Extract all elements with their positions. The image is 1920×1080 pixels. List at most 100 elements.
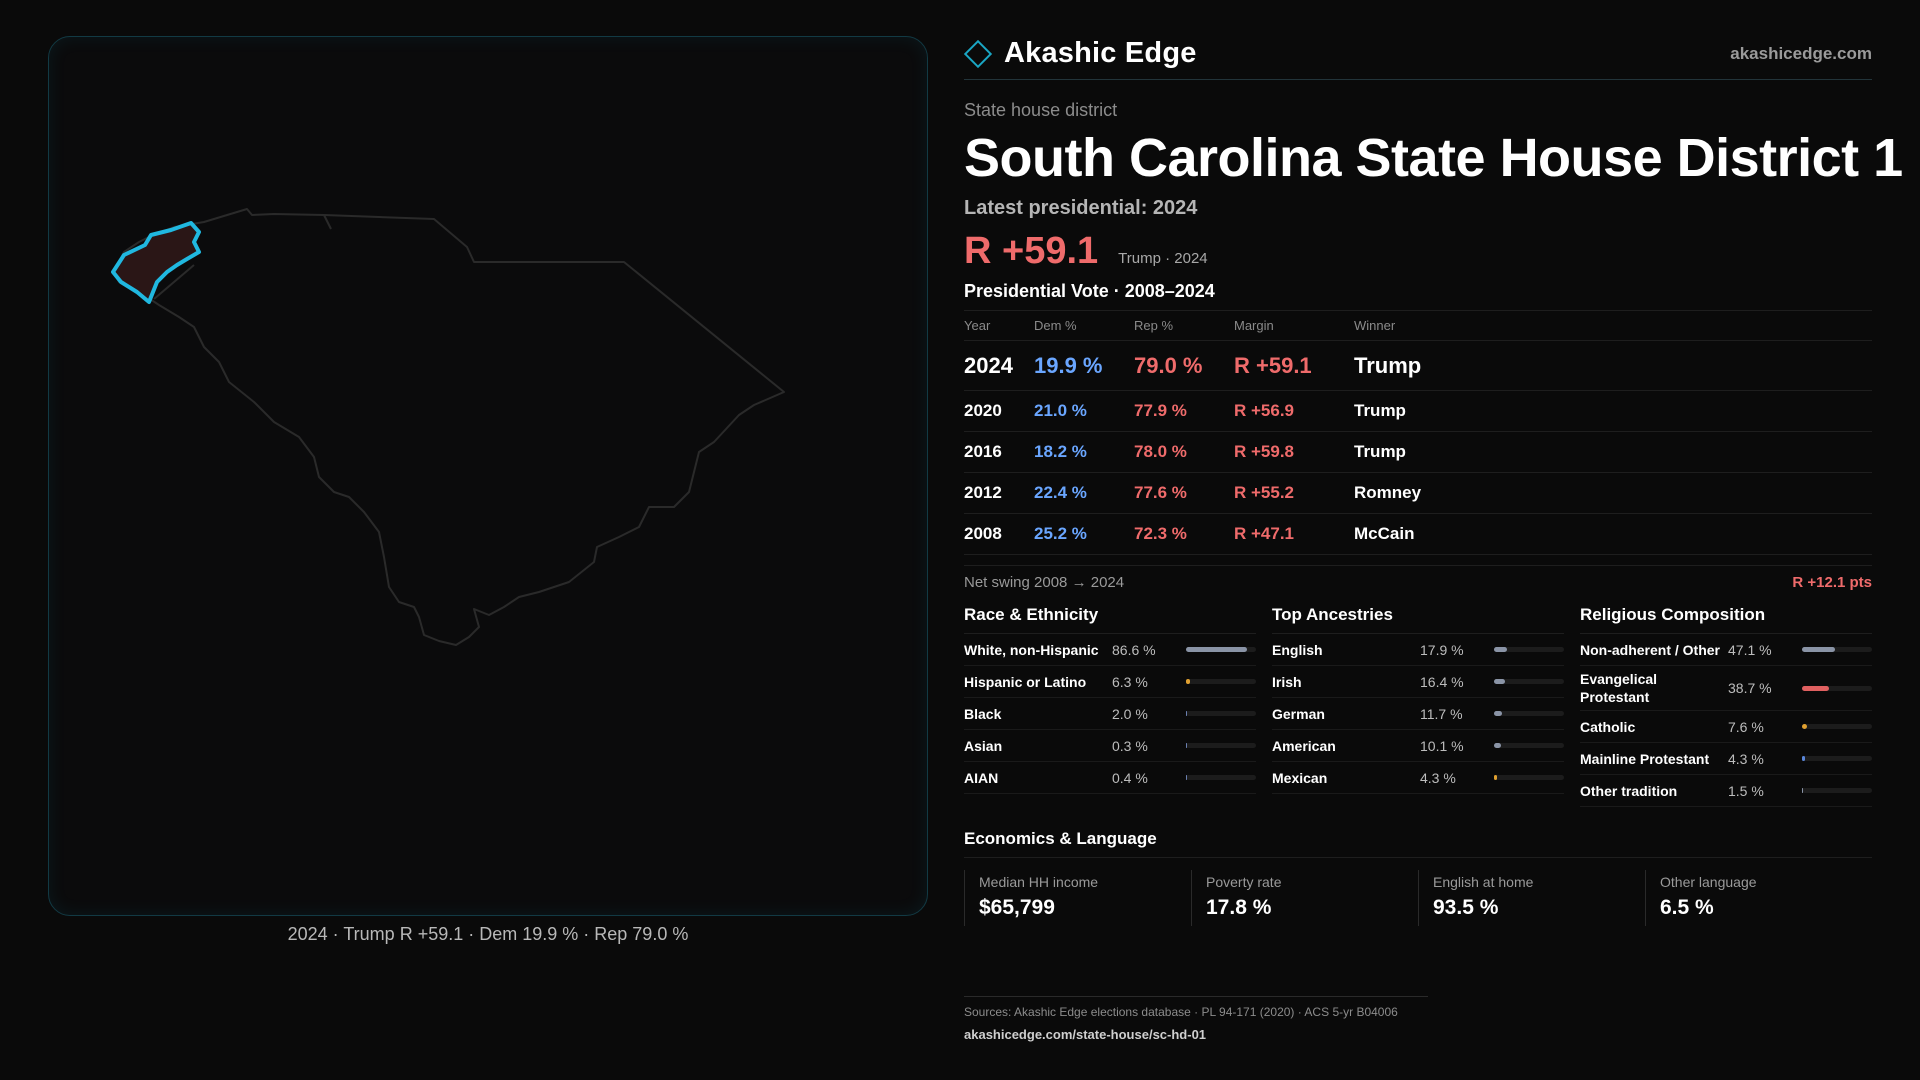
stat-percent: 4.3 %	[1728, 750, 1764, 767]
stat-percent: 47.1 %	[1728, 641, 1772, 658]
stat-bar	[1802, 788, 1872, 793]
stat-bar-fill	[1186, 679, 1191, 684]
stat-bar	[1494, 775, 1564, 780]
column-header-winner: Winner	[1354, 310, 1872, 341]
stat-label: Mainline Protestant	[1580, 750, 1710, 767]
race-ethnicity-panel: Race & Ethnicity White, non-Hispanic 86.6…	[964, 605, 1256, 807]
stat-percent: 6.3 %	[1112, 673, 1148, 690]
stat-bar	[1802, 685, 1872, 691]
table-row[interactable]: 2020 21.0 % 77.9 % R +56.9 Trump	[964, 390, 1872, 432]
cell-winner: McCain	[1354, 513, 1872, 555]
stat-bar	[1802, 724, 1872, 729]
stat-row: Hispanic or Latino 6.3 %	[964, 666, 1256, 698]
stat-bar	[1186, 711, 1256, 716]
race-ethnicity-title: Race & Ethnicity	[964, 605, 1256, 634]
cell-margin: R +47.1	[1234, 513, 1354, 555]
column-header-rep: Rep %	[1134, 310, 1234, 341]
stat-row: Evangelical Protestant 38.7 %	[1580, 666, 1872, 711]
state-outline	[113, 208, 785, 646]
stat-label: Catholic	[1580, 718, 1636, 735]
stat-row: American 10.1 %	[1272, 730, 1564, 762]
demographics-section: Race & Ethnicity White, non-Hispanic 86.6…	[964, 605, 1872, 807]
econ-value: 6.5 %	[1660, 896, 1714, 919]
stat-row: Catholic 7.6 %	[1580, 711, 1872, 743]
stat-bar	[1186, 679, 1256, 684]
table-row[interactable]: 2024 19.9 % 79.0 % R +59.1 Trump	[964, 340, 1872, 391]
stat-bar	[1186, 775, 1256, 780]
stat-bar	[1802, 647, 1872, 652]
headline-margin-note: Trump · 2024	[1118, 250, 1208, 267]
econ-stat-english: English at home 93.5 %	[1418, 870, 1645, 926]
economics-stats: Median HH income $65,799 Poverty rate 17…	[964, 870, 1872, 926]
cell-margin: R +56.9	[1234, 390, 1354, 432]
stat-row: Black 2.0 %	[964, 698, 1256, 730]
stat-label: Irish	[1272, 673, 1302, 690]
table-row[interactable]: 2008 25.2 % 72.3 % R +47.1 McCain	[964, 513, 1872, 555]
page-url-link[interactable]: akashicedge.com/state-house/sc-hd-01	[964, 1027, 1207, 1042]
net-swing-value: R +12.1 pts	[1792, 574, 1872, 591]
stat-percent: 0.3 %	[1112, 737, 1148, 754]
stat-label: Evangelical Protestant	[1580, 671, 1658, 705]
state-map[interactable]	[49, 37, 929, 917]
brand[interactable]: Akashic Edge	[963, 37, 1197, 70]
sources-text: Sources: Akashic Edge elections database…	[964, 1005, 1398, 1019]
district-type: State house district	[964, 100, 1118, 120]
map-caption: 2024 · Trump R +59.1 · Dem 19.9 % · Rep …	[287, 924, 689, 944]
stat-percent: 17.9 %	[1420, 641, 1464, 658]
latest-presidential-label: Latest presidential: 2024	[964, 197, 1198, 219]
stat-row: Irish 16.4 %	[1272, 666, 1564, 698]
econ-label: English at home	[1433, 874, 1534, 890]
economics-title: Economics & Language	[964, 829, 1872, 858]
stat-label: Non-adherent / Other	[1580, 641, 1721, 658]
stat-label: Asian	[964, 737, 1003, 754]
table-row[interactable]: 2016 18.2 % 78.0 % R +59.8 Trump	[964, 431, 1872, 473]
stat-percent: 11.7 %	[1420, 705, 1463, 722]
stat-label: AIAN	[964, 769, 999, 786]
cell-year: 2012	[964, 472, 1034, 514]
column-header-dem: Dem %	[1034, 310, 1134, 341]
stat-bar-fill	[1494, 679, 1506, 684]
cell-winner: Trump	[1354, 340, 1872, 391]
page-title: South Carolina State House District 1	[964, 128, 1903, 188]
stat-bar	[1186, 647, 1256, 652]
stat-percent: 10.1 %	[1420, 737, 1464, 754]
cell-dem: 22.4 %	[1034, 472, 1134, 514]
stat-percent: 86.6 %	[1112, 641, 1156, 658]
stat-label: Black	[964, 705, 1002, 722]
cell-rep: 78.0 %	[1134, 431, 1234, 473]
stat-bar	[1494, 711, 1564, 716]
stat-bar-fill	[1802, 756, 1805, 761]
stat-bar-fill	[1802, 724, 1808, 729]
stat-bar-fill	[1494, 711, 1503, 716]
cell-year: 2024	[964, 340, 1034, 391]
stat-label: American	[1272, 737, 1336, 754]
stat-bar-fill	[1186, 743, 1188, 748]
cell-winner: Trump	[1354, 390, 1872, 432]
district-highlight[interactable]	[111, 221, 201, 304]
table-row[interactable]: 2012 22.4 % 77.6 % R +55.2 Romney	[964, 472, 1872, 514]
headline-margin-value: R +59.1	[964, 230, 1099, 272]
ancestries-title: Top Ancestries	[1272, 605, 1564, 634]
cell-winner: Romney	[1354, 472, 1872, 514]
stat-bar-fill	[1186, 775, 1188, 780]
stat-label: German	[1272, 705, 1325, 722]
econ-stat-income: Median HH income $65,799	[964, 870, 1191, 926]
state-inner-line-2	[153, 264, 195, 300]
cell-margin: R +55.2	[1234, 472, 1354, 514]
sources-footer: Sources: Akashic Edge elections database…	[964, 996, 1428, 1042]
religion-title: Religious Composition	[1580, 605, 1872, 634]
column-header-year: Year	[964, 310, 1034, 341]
cell-dem: 19.9 %	[1034, 340, 1134, 391]
cell-margin: R +59.1	[1234, 340, 1354, 391]
stat-bar-fill	[1494, 743, 1502, 748]
stat-row: Non-adherent / Other 47.1 %	[1580, 634, 1872, 666]
stat-percent: 1.5 %	[1728, 782, 1764, 799]
cell-rep: 79.0 %	[1134, 340, 1234, 391]
stat-row: German 11.7 %	[1272, 698, 1564, 730]
map-panel[interactable]	[48, 36, 928, 916]
stat-percent: 38.7 %	[1728, 680, 1772, 696]
stat-row: Mexican 4.3 %	[1272, 762, 1564, 794]
site-link[interactable]: akashicedge.com	[1730, 43, 1872, 63]
econ-label: Poverty rate	[1206, 874, 1282, 890]
brand-name: Akashic Edge	[1004, 37, 1197, 69]
